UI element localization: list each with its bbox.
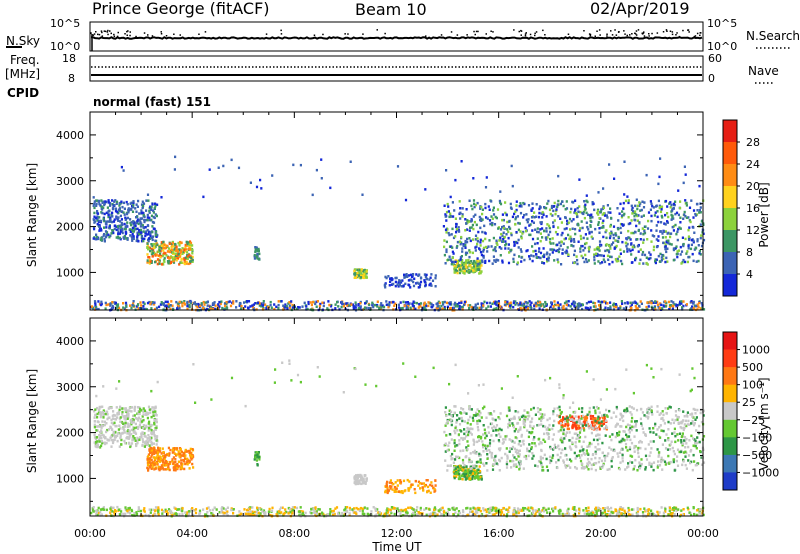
colorbar-swatch: [723, 419, 737, 438]
colorbar-swatch: [723, 230, 737, 253]
colorbar-swatch: [723, 472, 737, 491]
x-tick-label: 04:00: [176, 527, 208, 540]
colorbar-tick-label: 24: [746, 158, 760, 171]
x-tick-label: 08:00: [278, 527, 310, 540]
colorbar-swatch: [723, 186, 737, 209]
power-echoes: [90, 155, 706, 312]
y-tick-label: 2000: [56, 427, 84, 440]
colorbar-swatch: [723, 164, 737, 187]
colorbar-swatch: [723, 437, 737, 456]
y-tick-label: 2000: [56, 221, 84, 234]
noise-series: [90, 29, 703, 51]
power-x-ticks: [89, 112, 704, 310]
beam-label: Beam 10: [355, 0, 427, 19]
colorbar-tick-label: 100: [742, 379, 763, 392]
freq-label: Freq.: [10, 53, 40, 67]
n-sky-tick-top: 10^5: [50, 17, 80, 30]
colorbar-swatch: [723, 349, 737, 368]
n-search-tick-bottom: 10^0: [707, 40, 737, 53]
x-tick-label: 20:00: [585, 527, 617, 540]
noise-panel: N.Sky 10^5 10^0 10^5 10^0 N.Search: [6, 17, 800, 53]
n-search-tick-top: 10^5: [707, 17, 737, 30]
date-label: 02/Apr/2019: [590, 0, 690, 18]
colorbar-tick-label: −1000: [742, 466, 779, 479]
y-tick-label: 3000: [56, 175, 84, 188]
n-sky-label: N.Sky: [6, 34, 40, 48]
velocity-y-label: Slant Range [km]: [25, 369, 39, 473]
power-colorbar: 4 8 12 16 20 24 28: [722, 119, 760, 297]
x-tick-labels: 00:00 04:00 08:00 12:00 16:00 20:00 00:00: [74, 527, 719, 540]
cpid-mode: normal (fast) 151: [93, 95, 211, 109]
x-tick-label: 12:00: [381, 527, 413, 540]
colorbar-tick-label: 8: [746, 246, 753, 259]
y-tick-label: 1000: [56, 266, 84, 279]
colorbar-swatch: [723, 384, 737, 403]
x-tick-label: 16:00: [483, 527, 515, 540]
freq-panel: Freq. [MHz] 18 8 60 0 Nave: [5, 52, 779, 85]
colorbar-tick-label: 25: [742, 396, 756, 409]
n-search-label: N.Search: [746, 29, 800, 43]
velocity-colorbar-label: Velocity [m s⁻¹]: [757, 377, 771, 470]
y-tick-label: 3000: [56, 381, 84, 394]
colorbar-swatch: [723, 454, 737, 473]
colorbar-tick-label: −25: [742, 414, 765, 427]
colorbar-swatch: [723, 142, 737, 165]
velocity-x-ticks: [89, 318, 704, 516]
freq-tick-bottom: 8: [68, 72, 75, 85]
velocity-colorbar: 1000 500 100 25 −25 −100 −500 −1000: [722, 331, 779, 491]
x-axis-label: Time UT: [371, 540, 422, 554]
x-tick-label: 00:00: [687, 527, 719, 540]
nave-tick-top: 60: [708, 52, 722, 65]
power-y-label: Slant Range [km]: [25, 163, 39, 267]
colorbar-swatch: [723, 332, 737, 350]
y-tick-label: 4000: [56, 129, 84, 142]
colorbar-tick-label: 20: [746, 180, 760, 193]
y-tick-label: 4000: [56, 335, 84, 348]
colorbar-tick-label: 500: [742, 361, 763, 374]
colorbar-swatch: [723, 252, 737, 275]
n-sky-tick-bottom: 10^0: [50, 40, 80, 53]
cpid-label: CPID: [7, 86, 39, 100]
power-panel: 1000 2000 3000 4000 Slant Range [km]: [25, 111, 706, 312]
power-y-ticks: 1000 2000 3000 4000: [56, 111, 703, 296]
x-tick-label: 00:00: [74, 527, 106, 540]
colorbar-tick-label: 4: [746, 268, 753, 281]
radar-title: Prince George (fitACF): [92, 0, 270, 18]
colorbar-swatch: [723, 274, 737, 297]
freq-unit-label: [MHz]: [5, 67, 40, 81]
velocity-panel: 1000 2000 3000 4000 Slant Range [km]: [25, 317, 706, 518]
freq-tick-top: 18: [62, 52, 76, 65]
colorbar-tick-label: −100: [742, 431, 772, 444]
power-colorbar-label: Power [dB]: [757, 182, 771, 247]
colorbar-tick-label: 12: [746, 224, 760, 237]
nave-label: Nave: [748, 64, 779, 78]
colorbar-tick-label: 16: [746, 202, 760, 215]
velocity-echoes: [90, 359, 706, 518]
nave-tick-bottom: 0: [708, 72, 715, 85]
colorbar-tick-label: 28: [746, 136, 760, 149]
n-search-series: [90, 29, 702, 38]
n-sky-series: [91, 36, 703, 40]
colorbar-tick-label: 1000: [742, 344, 770, 357]
colorbar-swatch: [723, 208, 737, 231]
colorbar-swatch: [723, 367, 737, 385]
colorbar-tick-label: −500: [742, 449, 772, 462]
velocity-y-ticks: 1000 2000 3000 4000: [56, 317, 703, 502]
colorbar-swatch: [723, 402, 737, 421]
y-tick-label: 1000: [56, 472, 84, 485]
colorbar-swatch: [723, 120, 737, 143]
